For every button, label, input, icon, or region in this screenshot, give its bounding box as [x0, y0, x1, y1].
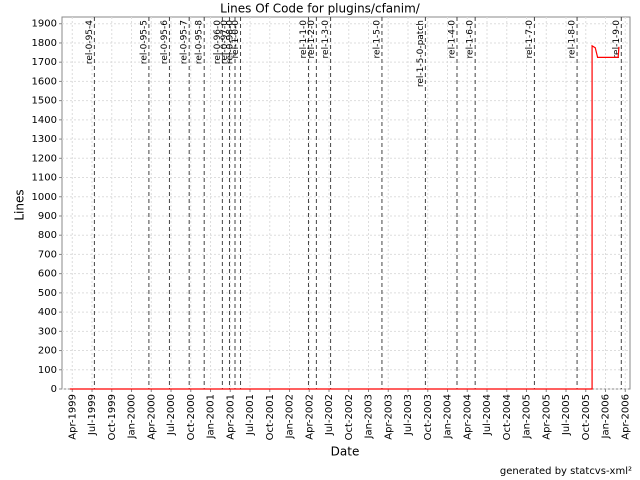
chart-title: Lines Of Code for plugins/cfanim/ [220, 2, 421, 16]
y-tick-label: 1800 [32, 38, 57, 49]
x-tick-label: Jul-1999 [87, 394, 98, 436]
x-tick-label: Oct-2001 [265, 394, 276, 440]
x-tick-label: Jan-2000 [127, 394, 138, 439]
x-tick-label: Jan-2005 [522, 394, 533, 439]
release-label: rel-0-95-6 [160, 20, 170, 64]
y-tick-label: 1500 [32, 96, 57, 107]
release-label: rel-1-9-0 [612, 20, 622, 59]
release-label: rel-0-95-7 [180, 20, 190, 64]
release-label: rel-0-97-0 [220, 20, 230, 64]
release-label: rel-0-95-5 [139, 20, 149, 64]
x-tick-label: Jan-2006 [601, 394, 612, 439]
x-tick-label: Jul-2004 [482, 394, 493, 436]
release-label: rel-1-4-0 [447, 20, 457, 59]
x-tick-label: Oct-2005 [581, 394, 592, 440]
release-label: rel-1-6-0 [466, 20, 476, 59]
data-line [69, 44, 620, 390]
x-tick-label: Oct-2002 [344, 394, 355, 440]
y-tick-label: 0 [51, 384, 57, 395]
x-tick-label: Apr-2005 [541, 394, 552, 440]
footer: generated by statcvs-xml² [500, 466, 632, 477]
release-label: rel-1-7-0 [525, 20, 535, 59]
x-tick-label: Jan-2003 [364, 394, 375, 439]
y-tick-label: 1900 [32, 19, 57, 30]
y-tick-label: 700 [38, 249, 57, 260]
x-tick-label: Jul-2003 [403, 394, 414, 436]
y-tick-label: 200 [38, 346, 57, 357]
y-tick-label: 900 [38, 211, 57, 222]
x-tick-label: Oct-2000 [186, 394, 197, 440]
y-tick-label: 600 [38, 269, 57, 280]
y-tick-label: 800 [38, 230, 57, 241]
y-tick-label: 1200 [32, 153, 57, 164]
y-axis-label: Lines [13, 189, 27, 220]
y-tick-label: 1600 [32, 76, 57, 87]
release-label: rel-1-5-0-patch [416, 20, 426, 87]
x-tick-label: Oct-1999 [107, 394, 118, 440]
x-tick-label: Oct-2003 [423, 394, 434, 440]
x-tick-label: Jul-2002 [324, 394, 335, 436]
release-label: rel-1-0-0 [231, 20, 241, 59]
x-tick-label: Jan-2001 [206, 394, 217, 439]
x-tick-label: Jul-2005 [561, 394, 572, 436]
x-tick-label: Apr-2003 [383, 394, 394, 440]
x-tick-label: Apr-2000 [146, 394, 157, 440]
x-tick-label: Apr-2002 [304, 394, 315, 440]
release-label: rel-0-98-0 [226, 20, 236, 64]
x-tick-label: Jul-2000 [166, 394, 177, 436]
x-tick-label: Oct-2004 [502, 394, 513, 440]
y-tick-label: 1300 [32, 134, 57, 145]
y-tick-label: 100 [38, 365, 57, 376]
release-label: rel-1-5-0 [372, 20, 382, 59]
x-tick-label: Jul-2001 [245, 394, 256, 436]
plot-area [61, 16, 631, 390]
y-tick-label: 1700 [32, 57, 57, 68]
x-tick-label: Apr-2006 [620, 394, 631, 440]
x-tick-label: Apr-2004 [462, 394, 473, 440]
x-tick-label: Jan-2004 [443, 394, 454, 439]
y-tick-label: 1400 [32, 115, 57, 126]
x-tick-label: Jan-2002 [285, 394, 296, 439]
x-tick-label: Apr-1999 [67, 394, 78, 440]
x-tick-label: Apr-2001 [225, 394, 236, 440]
release-label: rel-1-3-0 [321, 20, 331, 59]
release-label: rel-0-96-0 [213, 20, 223, 64]
y-tick-label: 1100 [32, 173, 57, 184]
x-axis-label: Date [331, 445, 360, 459]
y-tick-label: 300 [38, 326, 57, 337]
release-label: rel-1-8-0 [568, 20, 578, 59]
release-label: rel-0-95-8 [195, 20, 205, 64]
release-label: rel-0-95-4 [85, 20, 95, 64]
y-tick-label: 500 [38, 288, 57, 299]
y-tick-label: 400 [38, 307, 57, 318]
release-label: rel-1-1-0 [299, 20, 309, 59]
release-label: rel-1-2-0 [307, 20, 317, 59]
y-tick-label: 1000 [32, 192, 57, 203]
